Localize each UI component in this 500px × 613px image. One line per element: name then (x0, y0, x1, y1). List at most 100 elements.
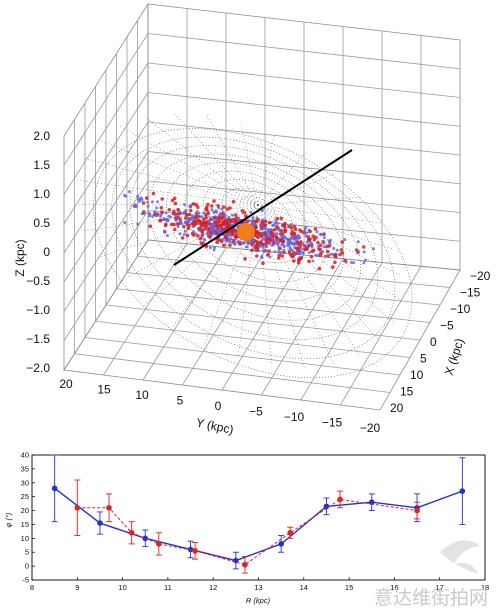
grid-line (63, 151, 149, 283)
blue-star-point (310, 245, 314, 249)
red-star-point (281, 240, 285, 244)
red-star-point (307, 237, 311, 242)
blue-star-point (210, 208, 214, 212)
red-star-point (159, 206, 164, 210)
red-data-point (192, 548, 198, 554)
red-star-point (160, 210, 164, 214)
blue-star-point (273, 242, 277, 246)
red-star-point (272, 228, 277, 232)
z-tick-label: −0.5 (26, 274, 50, 288)
blue-star-point (282, 248, 286, 252)
blue-star-point (248, 240, 252, 243)
y-tick-label: 0 (215, 399, 222, 413)
blue-star-point (261, 246, 265, 249)
red-star-point (302, 231, 307, 235)
red-star-point (309, 254, 314, 259)
red-star-point (289, 225, 294, 230)
red-star-point (311, 234, 316, 238)
blue-star-point (364, 258, 367, 262)
r-tick-label: 14 (300, 583, 308, 592)
y-tick-label: 10 (135, 388, 149, 402)
disk-radial (98, 139, 259, 206)
red-star-point (361, 245, 366, 249)
y-tick-label: 5 (177, 394, 184, 408)
disk-ring (166, 162, 344, 302)
red-star-point (200, 221, 204, 225)
red-star-point (289, 232, 294, 236)
grid-line (147, 151, 461, 185)
blue-star-point (138, 200, 141, 203)
blue-star-point (221, 237, 225, 241)
red-star-point (297, 261, 301, 265)
red-star-point (282, 224, 287, 228)
blue-star-point (245, 245, 249, 249)
red-star-point (333, 254, 338, 259)
grid-line (137, 255, 451, 288)
phi-tick-label: 30 (21, 478, 29, 487)
phi-tick-label: 20 (21, 506, 29, 515)
red-star-point (228, 206, 232, 210)
disk-radial (97, 204, 259, 258)
red-star-point (215, 240, 219, 245)
blue-data-point (278, 541, 284, 547)
blue-star-point (146, 204, 150, 208)
blue-star-point (264, 244, 268, 248)
red-star-point (313, 227, 318, 231)
back-panes (63, 2, 461, 411)
red-star-point (151, 191, 156, 196)
blue-star-point (288, 241, 292, 245)
red-star-point (317, 247, 321, 251)
blue-star-point (322, 245, 326, 249)
star-points (123, 190, 375, 271)
red-star-point (231, 199, 236, 204)
blue-star-point (362, 250, 366, 254)
blue-star-point (275, 241, 279, 245)
x-tick-labels: −20 −15 −10 −505 10 15 20 (390, 269, 491, 415)
blue-star-point (262, 249, 266, 253)
blue-star-point (237, 216, 240, 220)
grid-line (105, 304, 421, 341)
red-star-point (280, 254, 285, 258)
disk-radial (174, 112, 259, 206)
sun-marker (237, 223, 255, 241)
y-tick-label: −20 (360, 421, 381, 435)
blue-star-point (208, 246, 212, 250)
blue-data-point (97, 520, 103, 526)
red-star-point (242, 210, 247, 215)
blue-star-point (269, 228, 273, 232)
z-tick-label: −1.0 (26, 303, 50, 317)
blue-star-point (213, 232, 217, 236)
red-star-point (212, 199, 216, 203)
r-tick-label: 13 (254, 583, 262, 592)
blue-star-point (286, 240, 290, 244)
phi-tick-label: 5 (25, 548, 29, 557)
disk-radial (257, 204, 380, 342)
blue-star-point (288, 246, 292, 249)
red-star-point (318, 243, 323, 247)
blue-star-point (362, 261, 366, 265)
watermark-logo-icon (440, 540, 480, 574)
red-star-point (279, 216, 284, 221)
grid-line (147, 180, 461, 213)
blue-star-point (182, 211, 186, 215)
red-star-point (175, 222, 180, 226)
r-tick-label: 12 (209, 583, 217, 592)
blue-star-point (260, 238, 264, 242)
blue-data-point (323, 503, 330, 510)
blue-star-point (167, 214, 171, 218)
blue-star-point (292, 234, 296, 238)
blue-star-point (212, 248, 216, 252)
x-tick-label: −20 (470, 269, 491, 283)
red-star-point (250, 242, 254, 246)
phi-tick-label: 10 (21, 534, 29, 543)
disk-ring (129, 145, 379, 340)
red-star-point (142, 210, 146, 214)
blue-star-point (277, 249, 281, 253)
red-star-point (158, 218, 162, 223)
blue-star-point (281, 236, 285, 240)
blue-star-point (356, 240, 360, 244)
red-star-point (193, 215, 198, 220)
grid-line (340, 266, 422, 406)
x-tick-label: 5 (420, 352, 427, 366)
blue-star-point (250, 220, 254, 224)
